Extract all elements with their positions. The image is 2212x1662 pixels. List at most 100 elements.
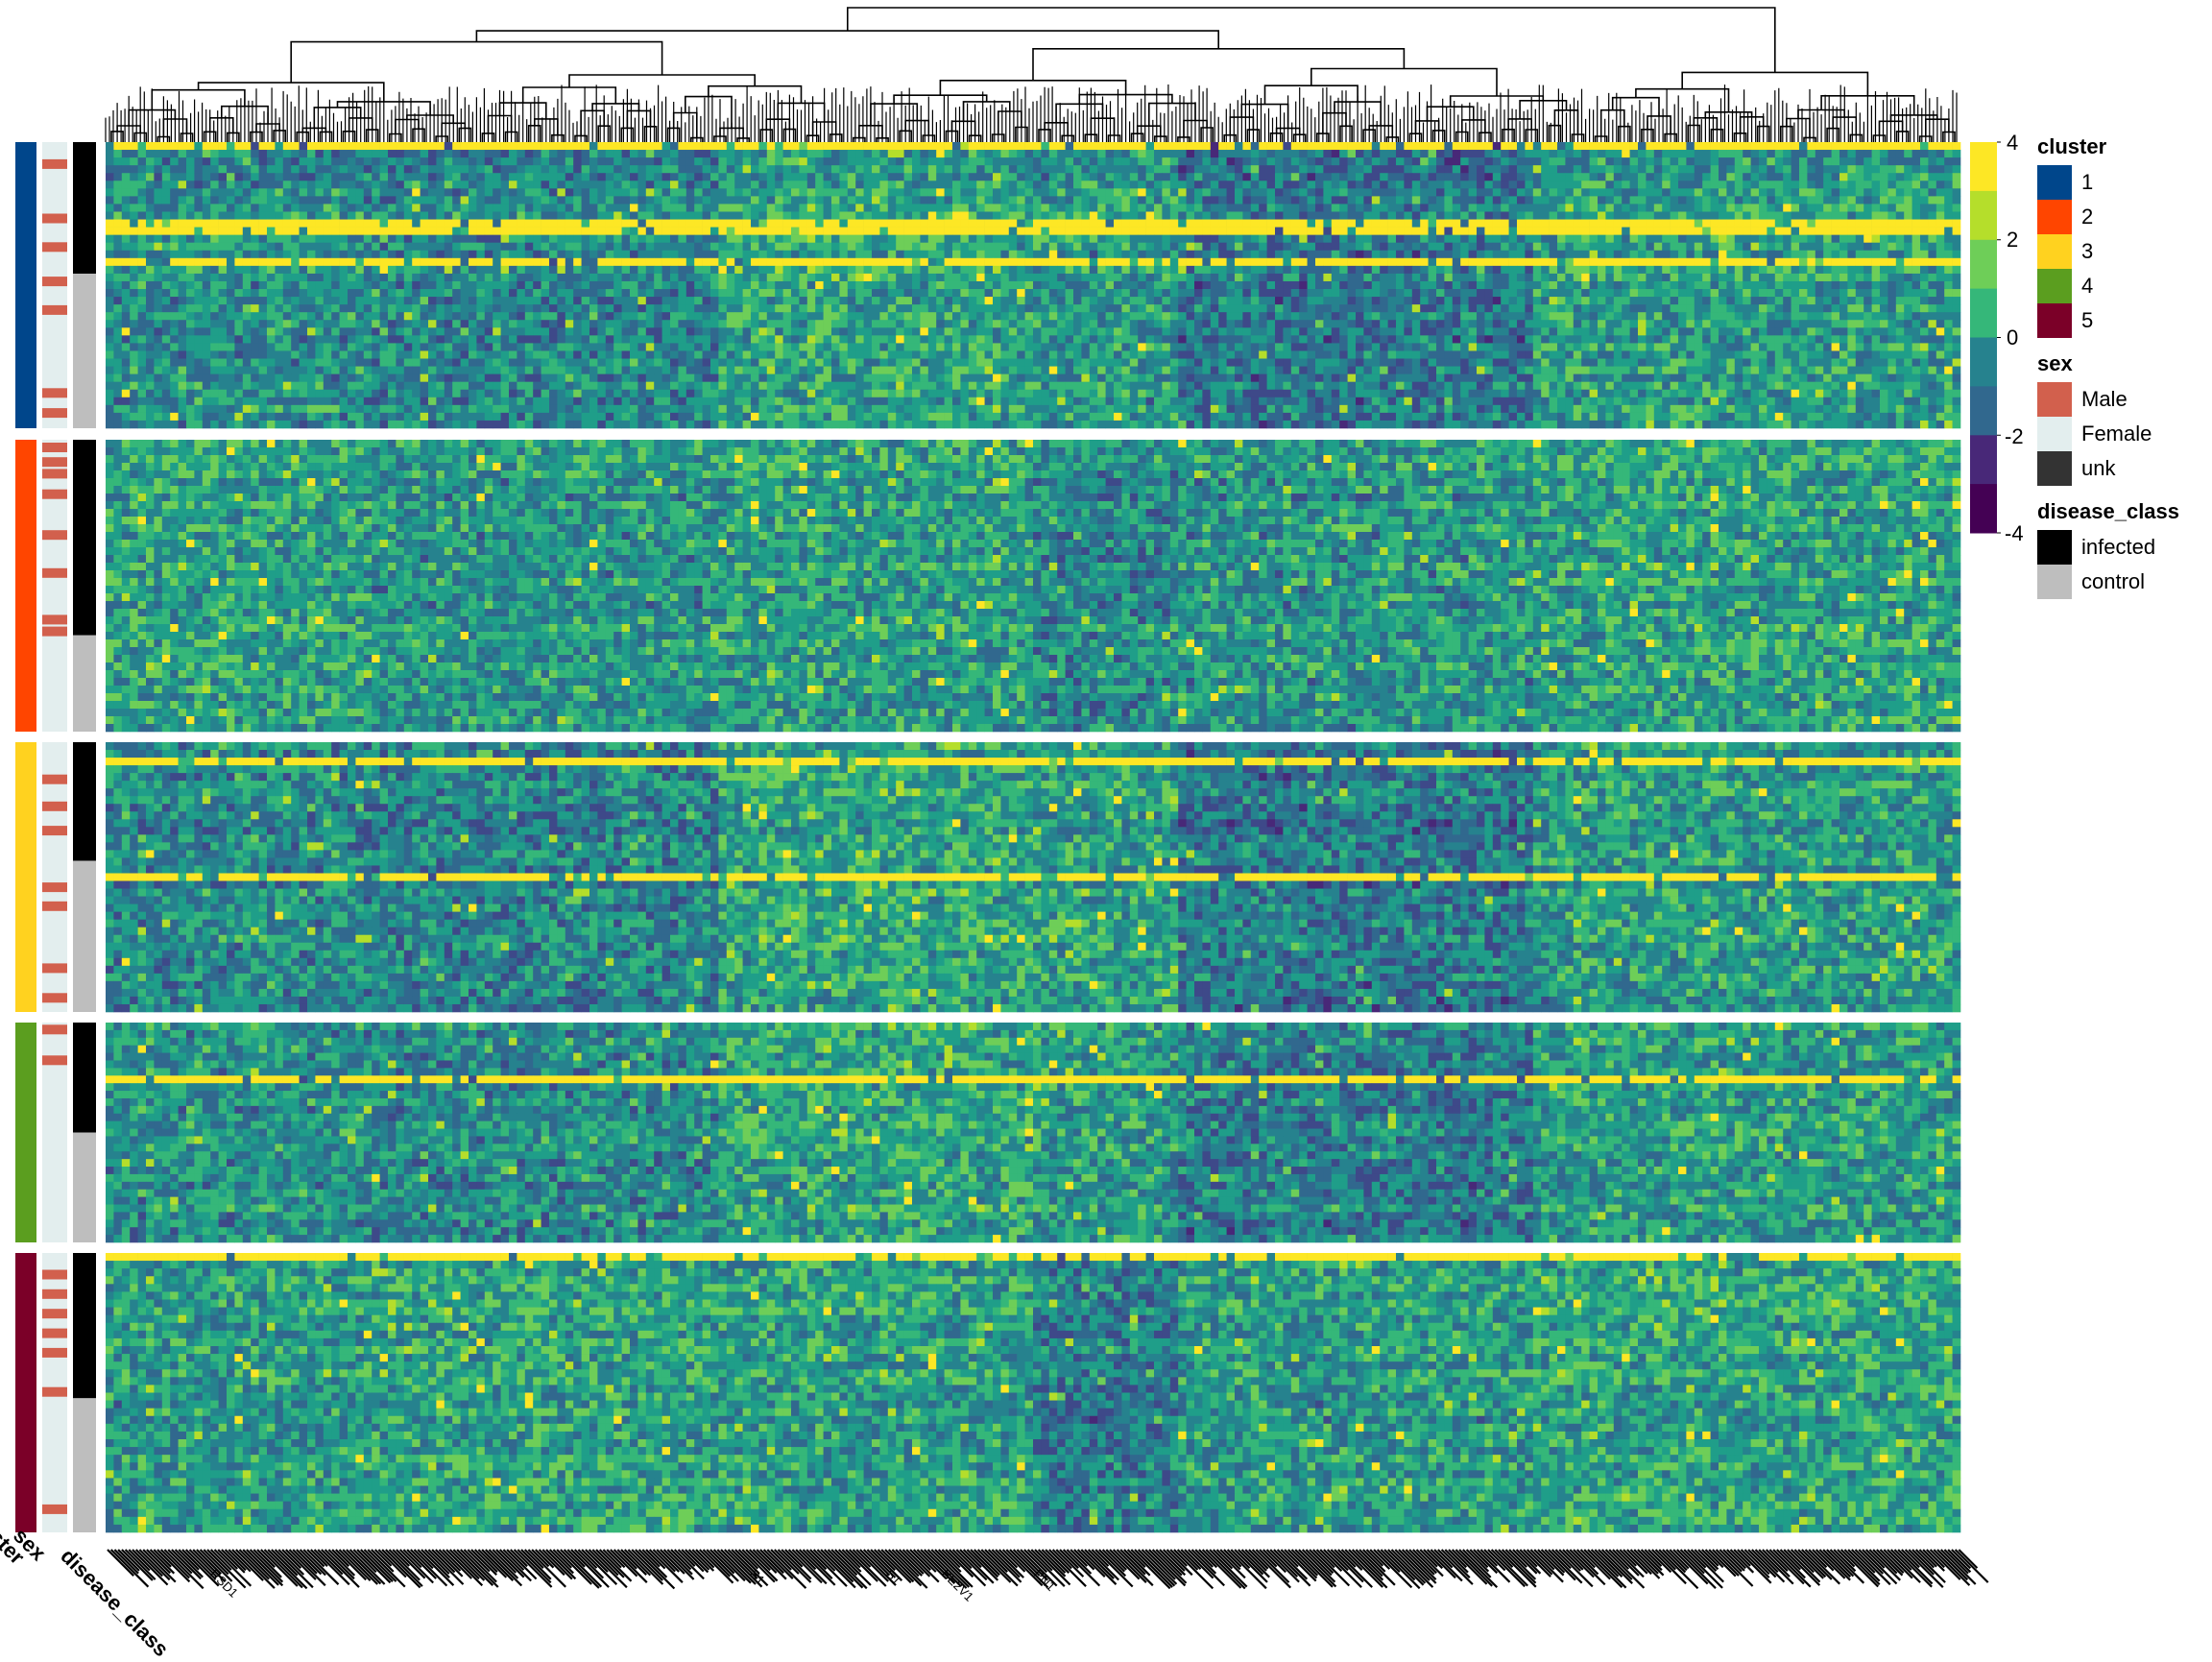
heatmap-cell [573,188,582,196]
heatmap-cell [1429,142,1437,150]
heatmap-cell [1775,157,1784,165]
heatmap-cell [1412,157,1421,165]
heatmap-cell [113,165,122,173]
heatmap-cell [557,211,565,219]
heatmap-cell [1695,188,1703,196]
heatmap-cell [1953,220,1961,228]
heatmap-cell [1767,196,1775,204]
heatmap-cell [1444,211,1453,219]
heatmap-cell [928,150,937,157]
heatmap-cell [146,235,155,243]
heatmap-cell [872,196,880,204]
heatmap-cell [1759,165,1767,173]
heatmap-cell [1928,173,1936,181]
heatmap-cell [1904,150,1912,157]
heatmap-cell [1695,211,1703,219]
heatmap-cell [613,228,622,235]
heatmap-cell [461,165,469,173]
heatmap-cell [1114,211,1122,219]
heatmap-cell [1178,157,1187,165]
heatmap-cell [1525,204,1533,211]
heatmap-cell [1372,188,1381,196]
heatmap-cell [1267,196,1276,204]
heatmap-cell [445,204,453,211]
heatmap-cell [1581,165,1590,173]
heatmap-cell [404,211,413,219]
sex-annotation-male [42,277,67,286]
heatmap-cell [210,150,219,157]
heatmap-cell [1202,150,1211,157]
heatmap-cell [1412,165,1421,173]
heatmap-cell [315,196,324,204]
heatmap-cell [307,142,316,150]
heatmap-cell [1775,211,1784,219]
heatmap-cell [1928,220,1936,228]
heatmap-cell [912,220,921,228]
heatmap-cell [1469,165,1478,173]
heatmap-cell [1363,181,1372,188]
heatmap-cell [985,220,994,228]
heatmap-cell [1863,181,1872,188]
heatmap-cell [501,150,510,157]
heatmap-cell [1799,211,1808,219]
heatmap-cell [1114,165,1122,173]
heatmap-cell [1066,204,1074,211]
heatmap-cell [300,181,308,188]
heatmap-cell [1630,220,1639,228]
heatmap-cell [1429,228,1437,235]
heatmap-cell [1275,204,1284,211]
heatmap-cell [1363,150,1372,157]
heatmap-cell [1114,157,1122,165]
heatmap-cell [928,188,937,196]
heatmap-cell [678,165,686,173]
heatmap-cell [1251,204,1260,211]
heatmap-cell [203,204,211,211]
heatmap-cell [130,188,138,196]
heatmap-cell [138,150,147,157]
heatmap-cell [1170,165,1179,173]
heatmap-cell [1638,220,1647,228]
heatmap-cell [1863,196,1872,204]
heatmap-cell [1114,220,1122,228]
heatmap-cell [436,173,445,181]
heatmap-cell [775,211,783,219]
heatmap-cell [283,228,292,235]
heatmap-cell [355,188,364,196]
heatmap-cell [751,165,759,173]
heatmap-cell [485,188,493,196]
heatmap-cell [1735,142,1743,150]
heatmap-cell [1453,204,1461,211]
heatmap-cell [1614,220,1623,228]
heatmap-cell [1315,142,1324,150]
heatmap-cell [920,157,928,165]
heatmap-cell [1227,196,1236,204]
heatmap-cell [1049,228,1058,235]
heatmap-cell [1332,157,1340,165]
heatmap-cell [1323,173,1332,181]
heatmap-cell [1695,220,1703,228]
heatmap-cell [1267,188,1276,196]
heatmap-cell [1614,150,1623,157]
heatmap-cell [315,157,324,165]
heatmap-cell [549,165,558,173]
heatmap-cell [476,211,485,219]
heatmap-cell [727,188,735,196]
heatmap-cell [1719,150,1727,157]
heatmap-cell [1517,204,1526,211]
heatmap-cell [186,235,195,243]
heatmap-cell [1815,181,1824,188]
heatmap-cell [493,173,501,181]
heatmap-cell [1235,196,1243,204]
sex-annotation-male [42,490,67,499]
heatmap-cell [194,173,203,181]
heatmap-cell [509,142,517,150]
heatmap-cell [291,157,300,165]
heatmap-cell [1025,220,1034,228]
heatmap-cell [654,188,662,196]
heatmap-cell [1477,188,1485,196]
heatmap-cell [1090,157,1098,165]
heatmap-cell [259,142,268,150]
heatmap-cell [976,220,985,228]
heatmap-cell [1429,220,1437,228]
sex-annotation-male [42,159,67,169]
